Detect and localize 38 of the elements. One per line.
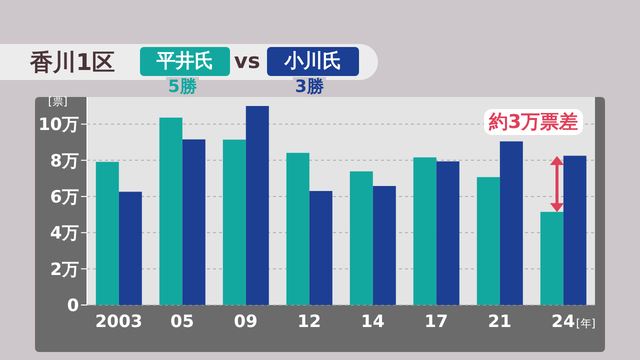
y-tick-label: 8万 [50,151,79,172]
x-axis-title: [年] [576,316,596,331]
bar [372,186,396,305]
x-tick-label: 05 [170,312,194,332]
bar [182,139,206,305]
text: 平井氏 [140,47,230,76]
chart-title: 香川1区 [30,49,116,78]
x-tick-label: 17 [424,312,448,332]
bar [476,177,500,305]
x-tick-label: 21 [488,312,512,332]
bar [309,191,332,305]
x-tick-label: 09 [234,312,258,332]
bar [500,141,523,305]
text: vs [234,49,260,73]
x-tick-label: 2003 [95,312,142,332]
bar [413,157,436,305]
y-tick-label: 4万 [50,224,79,244]
x-tick-label: 12 [297,312,322,332]
x-tick-label: 14 [360,312,385,332]
bar [96,162,119,305]
series-label: 小川氏 [267,47,359,76]
bar [118,192,142,305]
y-tick-label: 10万 [38,115,79,136]
bar [563,156,586,305]
bar [159,118,182,305]
x-tick-label: 24 [551,312,576,332]
y-axis-title: [票] [48,94,68,109]
annotation: 約3万票差 [484,109,584,135]
bar [222,140,246,305]
y-tick-label: 2万 [50,260,79,280]
bar [246,106,269,305]
text: 3勝 [293,77,326,97]
bar [436,161,460,305]
y-tick-label: 0 [67,296,80,316]
text: 5勝 [166,77,199,97]
bar [350,171,373,305]
bar [286,152,310,305]
y-tick-label: 6万 [50,188,79,208]
